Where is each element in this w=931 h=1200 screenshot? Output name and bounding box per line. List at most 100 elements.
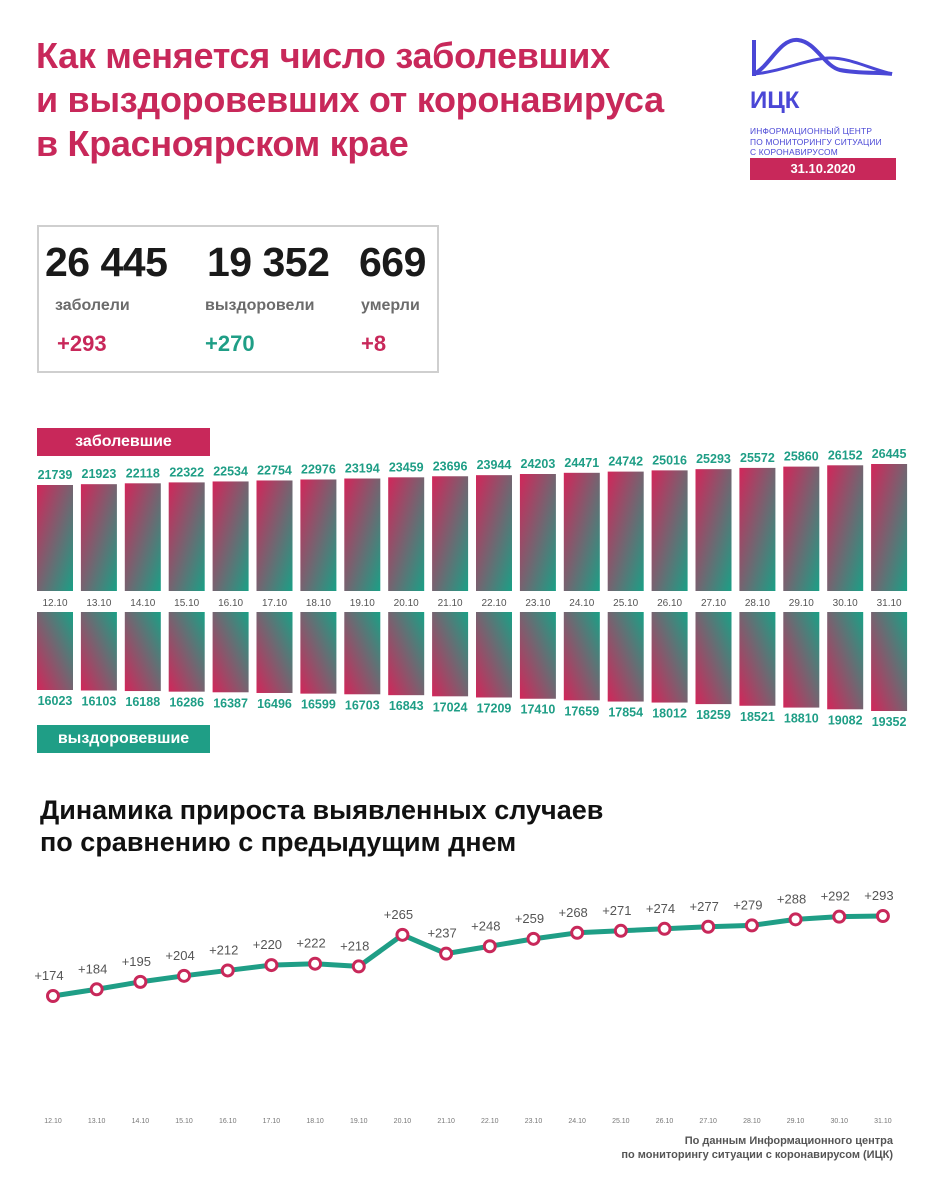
bar-infected-value: 24203 — [521, 457, 556, 471]
ick-logo: ИЦК ИНФОРМАЦИОННЫЙ ЦЕНТР ПО МОНИТОРИНГУ … — [750, 36, 896, 180]
cases-bar-chart: 21739 12.10 16023 21923 13.10 16103 22118 14.10… — [37, 447, 908, 729]
growth-point — [264, 958, 279, 973]
bar-recovered — [80, 612, 117, 691]
bar-recovered-value: 19082 — [828, 713, 863, 727]
growth-point — [570, 925, 585, 940]
growth-date-label: 24.10 — [568, 1118, 586, 1125]
bar-date-label: 25.10 — [613, 598, 638, 609]
bar-recovered — [212, 612, 249, 693]
logo-line: ИНФОРМАЦИОННЫЙ ЦЕНТР — [750, 126, 873, 136]
bar-recovered-value: 16103 — [82, 695, 117, 709]
bar-date-label: 18.10 — [306, 598, 331, 609]
growth-point-label: +184 — [78, 961, 107, 976]
bar-infected — [124, 483, 161, 591]
growth-date-label: 28.10 — [743, 1118, 761, 1125]
growth-point-label: +174 — [34, 968, 63, 983]
growth-point — [351, 959, 366, 974]
bar-date-label: 28.10 — [745, 598, 770, 609]
bar-recovered-value: 17854 — [608, 706, 643, 720]
bar-infected-value: 25860 — [784, 450, 819, 464]
bar-infected-value: 22754 — [257, 463, 292, 477]
bar-recovered-value: 16496 — [257, 697, 292, 711]
growth-date-label: 26.10 — [656, 1118, 674, 1125]
growth-point-label: +293 — [864, 888, 893, 903]
growth-point-label: +237 — [427, 926, 456, 941]
bar-recovered — [476, 612, 512, 698]
growth-point — [46, 989, 60, 1003]
growth-point-label: +220 — [253, 937, 282, 952]
growth-point-label: +274 — [646, 901, 675, 916]
title-line-1: Как меняется число заболевших — [36, 35, 610, 76]
bar-infected-value: 25293 — [696, 452, 731, 466]
growth-point-label: +271 — [602, 903, 631, 918]
bar-infected-value: 21923 — [82, 467, 117, 481]
logo-subtitle: ИНФОРМАЦИОННЫЙ ЦЕНТР ПО МОНИТОРИНГУ СИТУ… — [750, 126, 882, 158]
growth-point — [875, 909, 890, 923]
bar-recovered-value: 16188 — [125, 695, 160, 709]
bar-recovered-value: 18810 — [784, 712, 819, 726]
bar-date-label: 26.10 — [657, 598, 682, 609]
growth-title-line-1: Динамика прироста выявленных случаев — [40, 795, 604, 825]
bar-infected — [37, 485, 73, 591]
growth-line — [52, 913, 883, 999]
bar-infected-value: 22534 — [213, 464, 248, 478]
bar-recovered — [563, 612, 600, 701]
bar-recovered-value: 16023 — [38, 694, 73, 708]
growth-date-label: 21.10 — [437, 1118, 455, 1125]
growth-date-label: 18.10 — [306, 1118, 324, 1125]
bar-infected — [563, 472, 600, 591]
bar-infected — [212, 481, 249, 591]
bar-recovered-value: 17209 — [477, 701, 512, 715]
bar-infected — [651, 470, 688, 591]
bar-recovered-value: 17410 — [521, 703, 556, 717]
growth-date-label: 12.10 — [44, 1118, 62, 1125]
growth-point — [613, 923, 628, 938]
bar-infected — [695, 469, 732, 591]
bar-recovered — [388, 612, 425, 696]
growth-date-label: 30.10 — [830, 1118, 848, 1125]
growth-date-label: 20.10 — [394, 1118, 412, 1125]
bar-infected-value: 22118 — [126, 466, 160, 480]
bar-infected-value: 21739 — [38, 468, 73, 482]
bar-infected — [256, 480, 293, 591]
growth-point-label: +248 — [471, 918, 500, 933]
growth-point-label: +288 — [777, 891, 806, 906]
growth-point — [482, 939, 497, 954]
growth-point — [526, 931, 541, 946]
bar-date-label: 27.10 — [701, 598, 726, 609]
growth-point-label: +277 — [690, 899, 719, 914]
bar-recovered — [344, 612, 381, 695]
logo-line: ПО МОНИТОРИНГУ СИТУАЦИИ — [750, 136, 882, 147]
bar-infected — [80, 484, 117, 591]
bar-infected — [344, 478, 381, 591]
source-line: по мониторингу ситуации с коронавирусом … — [621, 1149, 893, 1161]
bar-recovered-value: 17024 — [433, 700, 468, 714]
growth-point-label: +195 — [122, 954, 151, 969]
bar-infected-value: 23194 — [345, 462, 380, 476]
growth-point — [657, 921, 672, 936]
bar-recovered-value: 16703 — [345, 698, 380, 712]
growth-date-label: 29.10 — [787, 1118, 805, 1125]
title-line-3: в Красноярском крае — [36, 123, 409, 164]
bar-recovered-value: 18012 — [652, 707, 687, 721]
growth-date-label: 22.10 — [481, 1118, 499, 1125]
growth-point — [788, 912, 803, 927]
bar-date-label: 21.10 — [438, 598, 463, 609]
bar-date-label: 29.10 — [789, 598, 814, 609]
bar-infected-value: 26445 — [872, 447, 907, 461]
growth-point — [89, 982, 104, 997]
bar-infected-value: 24471 — [564, 456, 599, 470]
bar-infected-value: 23944 — [477, 458, 512, 472]
bar-recovered-value: 16387 — [213, 696, 248, 710]
stat-recovered-value: 19 352 — [207, 239, 330, 285]
bar-date-label: 19.10 — [350, 598, 375, 609]
bar-recovered-value: 16599 — [301, 698, 336, 712]
growth-point-label: +218 — [340, 938, 369, 953]
bar-infected-value: 25016 — [652, 453, 687, 467]
bar-date-label: 22.10 — [481, 598, 506, 609]
growth-point — [133, 974, 148, 989]
bar-recovered-value: 16286 — [169, 696, 204, 710]
title-line-2: и выздоровевших от коронавируса — [36, 79, 664, 120]
bar-infected — [739, 467, 776, 591]
